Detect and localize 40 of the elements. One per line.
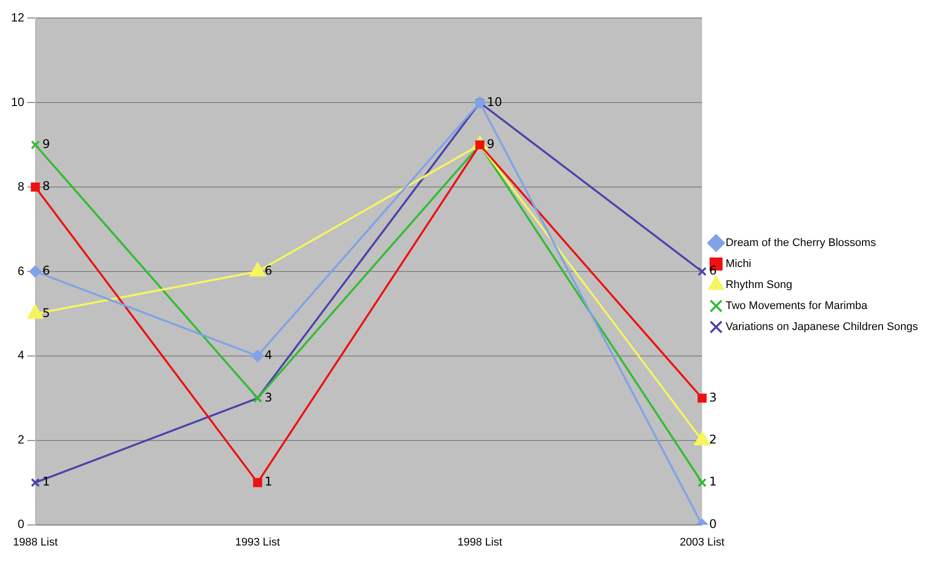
legend-label: Two Movements for Marimba <box>726 300 868 312</box>
point <box>30 140 40 150</box>
point <box>698 394 707 403</box>
data-label: 1 <box>42 474 50 489</box>
point <box>698 478 707 488</box>
data-label: 9 <box>486 136 494 151</box>
y-tick-label: 10 <box>10 94 25 109</box>
point <box>252 350 264 362</box>
data-label: 3 <box>709 390 717 404</box>
point <box>253 478 262 488</box>
data-label: 9 <box>42 136 50 151</box>
point <box>30 182 40 192</box>
point <box>29 266 42 278</box>
y-tick-label: 8 <box>18 179 25 194</box>
point <box>30 478 40 488</box>
data-label: 8 <box>42 179 50 194</box>
legend-label: Dream of the Cherry Blossoms <box>726 237 876 250</box>
x-tick-label: 1998 List <box>458 536 502 548</box>
data-label: 4 <box>264 348 272 362</box>
data-label: 6 <box>42 264 50 278</box>
legend-label: Michi <box>726 258 752 270</box>
legend-label: Rhythm Song <box>726 279 792 292</box>
x-tick-label: 1993 List <box>235 536 280 548</box>
y-tick-label: 0 <box>18 517 25 532</box>
data-label: 2 <box>709 432 717 446</box>
y-tick-label: 12 <box>10 10 25 25</box>
data-label: 3 <box>264 390 272 404</box>
data-label: 0 <box>709 516 717 531</box>
y-tick-label: 2 <box>18 432 25 447</box>
y-tick-label: 4 <box>18 348 25 362</box>
y-tick-label: 6 <box>18 264 25 278</box>
point <box>698 266 707 276</box>
data-label: 1 <box>709 474 717 489</box>
data-label: 6 <box>264 264 272 278</box>
x-tick-label: 1988 List <box>13 536 58 548</box>
data-label: 5 <box>42 306 50 320</box>
x-tick-label: 2003 List <box>680 536 724 548</box>
data-label: 10 <box>486 94 502 109</box>
legend-label: Variations on Japanese Children Songs <box>726 321 918 334</box>
data-label: 1 <box>264 474 272 489</box>
